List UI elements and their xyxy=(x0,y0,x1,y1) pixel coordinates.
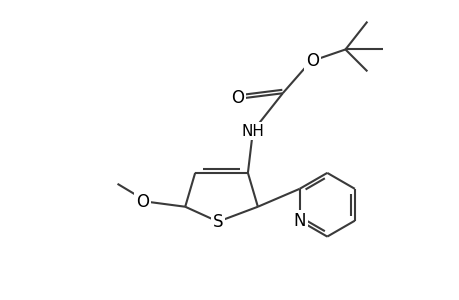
Text: NH: NH xyxy=(241,124,264,139)
Text: N: N xyxy=(293,212,305,230)
Text: O: O xyxy=(305,52,319,70)
Text: O: O xyxy=(231,89,244,107)
Text: O: O xyxy=(135,193,149,211)
Text: S: S xyxy=(213,213,223,231)
